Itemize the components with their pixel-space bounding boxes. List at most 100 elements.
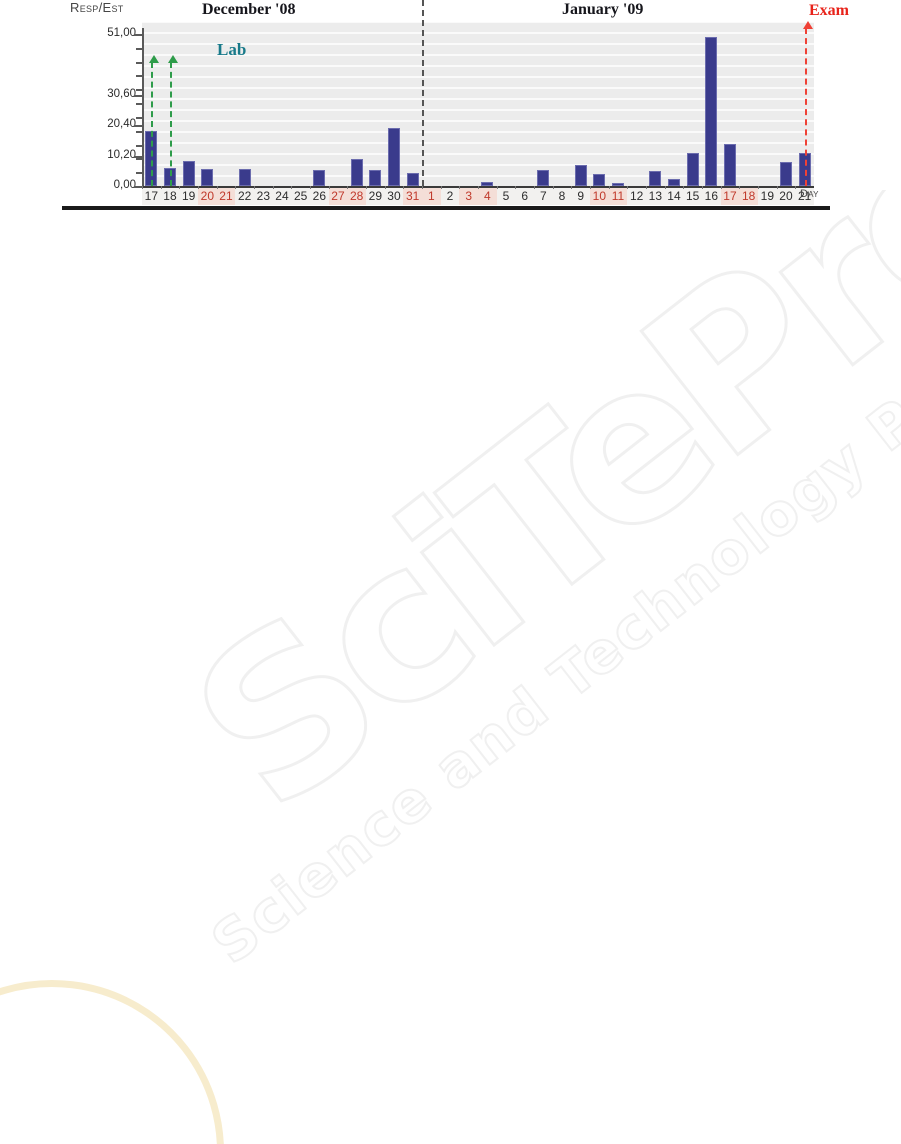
x-axis-tick bbox=[384, 186, 386, 189]
y-axis-major-tick bbox=[134, 155, 143, 158]
x-axis-day-label: 25 bbox=[293, 189, 308, 203]
bar bbox=[667, 178, 681, 186]
chart-bottom-rule bbox=[62, 206, 830, 210]
x-axis-tick bbox=[496, 186, 498, 189]
x-axis-tick bbox=[328, 186, 330, 189]
x-axis-tick bbox=[702, 186, 703, 189]
x-axis-day-label: 20 bbox=[198, 188, 217, 205]
annotation-arrow-head bbox=[149, 55, 160, 63]
y-axis-major-tick bbox=[134, 94, 143, 97]
y-axis-minor-tick bbox=[136, 116, 143, 119]
x-axis-tick bbox=[720, 186, 722, 189]
x-axis-day-strip: 17 18 19 20 21 22 23 24 25 26 27 28 29 30 31 1 2 3 4 5 6 7 8 9 1… bbox=[142, 188, 814, 205]
x-axis-tick bbox=[254, 186, 255, 189]
bar bbox=[387, 127, 401, 186]
x-axis-day-label: 15 bbox=[685, 189, 700, 203]
x-axis-tick bbox=[291, 186, 293, 189]
exam-annotation-label: Exam bbox=[809, 2, 849, 19]
x-axis-day-label: 4 bbox=[478, 188, 497, 205]
bar bbox=[779, 162, 793, 186]
x-axis-day-label: 16 bbox=[704, 189, 718, 203]
y-axis-tick-label: 20,40 bbox=[107, 118, 136, 131]
x-axis-day-label: 27 bbox=[328, 188, 348, 205]
x-axis-day-label: 10 bbox=[590, 188, 609, 205]
bar bbox=[182, 161, 195, 186]
watermark-main-text: SciTePress bbox=[149, 190, 901, 859]
x-axis-day-label: 6 bbox=[521, 189, 528, 203]
y-axis-major-tick bbox=[134, 34, 143, 36]
y-axis-minor-tick bbox=[136, 172, 143, 175]
bar bbox=[201, 169, 214, 186]
x-axis-day-label: 7 bbox=[539, 189, 547, 203]
watermark-ellipse bbox=[0, 910, 294, 1144]
x-axis-day-label: 8 bbox=[558, 189, 566, 203]
annotation-arrow-head bbox=[168, 55, 178, 63]
annotation-arrow-head bbox=[802, 21, 813, 29]
y-axis-minor-tick bbox=[136, 158, 143, 161]
y-axis-minor-tick bbox=[136, 130, 143, 133]
x-axis-tick bbox=[478, 186, 479, 189]
x-axis-tick bbox=[142, 186, 143, 189]
december-panel-header: December '08 bbox=[202, 1, 296, 18]
x-axis-day-label: 30 bbox=[387, 189, 401, 203]
bar bbox=[686, 153, 699, 186]
y-axis-title: Resp/Est bbox=[70, 0, 124, 15]
x-axis-tick bbox=[403, 186, 405, 189]
bar bbox=[350, 159, 363, 186]
x-axis-day-label: 18 bbox=[163, 189, 177, 203]
x-axis-tick bbox=[160, 186, 162, 189]
bar bbox=[537, 169, 550, 186]
y-axis-minor-tick bbox=[136, 89, 143, 92]
y-axis-tick-label: 30,60 bbox=[107, 87, 136, 100]
y-axis-tick-label: 51,00 bbox=[107, 27, 136, 39]
bar bbox=[369, 169, 382, 186]
annotation-arrow bbox=[149, 55, 160, 186]
x-axis-tick bbox=[646, 186, 647, 189]
x-axis-tick bbox=[552, 186, 554, 189]
x-axis-tick bbox=[515, 186, 517, 189]
y-axis-tick-labels: 0,00 10,20 20,40 30,60 51,00 bbox=[84, 0, 136, 200]
y-axis-tick-label: 10,20 bbox=[107, 148, 136, 161]
x-axis-day-label: 3 bbox=[459, 188, 478, 205]
bar bbox=[723, 144, 737, 186]
x-axis-day-label: 26 bbox=[312, 189, 326, 203]
x-axis-tick bbox=[534, 186, 535, 189]
x-axis-tick bbox=[198, 186, 199, 189]
x-axis-tick bbox=[235, 186, 237, 189]
x-axis-tick bbox=[272, 186, 274, 189]
x-axis-tick bbox=[795, 186, 797, 189]
y-axis-tick-label: 0,00 bbox=[113, 179, 136, 191]
bar bbox=[406, 172, 419, 186]
x-axis-day-label: 28 bbox=[347, 188, 366, 205]
x-axis-day-label: 20 bbox=[779, 189, 793, 203]
bar bbox=[238, 169, 251, 186]
bar bbox=[313, 169, 326, 186]
x-axis-tick bbox=[459, 186, 461, 189]
y-axis-minor-tick bbox=[136, 61, 143, 64]
x-axis-day-label: 23 bbox=[256, 189, 270, 203]
x-axis-tick bbox=[739, 186, 741, 189]
watermark: SciTePress Science and Technology Public… bbox=[0, 190, 901, 1144]
x-axis-tick bbox=[664, 186, 666, 189]
y-axis-major-tick bbox=[134, 125, 143, 128]
x-axis-tick bbox=[571, 186, 573, 189]
x-axis-day-label: 31 bbox=[403, 188, 422, 205]
annotation-arrow bbox=[168, 55, 178, 186]
x-axis-tick bbox=[216, 186, 218, 189]
x-axis-day-label: 12 bbox=[629, 189, 644, 203]
x-axis-day-label: 21 bbox=[216, 188, 236, 205]
x-axis-day-label: 11 bbox=[608, 188, 628, 205]
bar-chart: Resp/Est December '08 January '09 0,00 10… bbox=[62, 0, 849, 212]
bar bbox=[649, 171, 662, 186]
x-axis-day-label: 2 bbox=[446, 189, 454, 203]
y-axis-minor-tick bbox=[136, 103, 143, 106]
x-axis-day-label: 1 bbox=[422, 188, 441, 205]
x-axis-day-label: 14 bbox=[667, 189, 681, 203]
x-axis-tick bbox=[590, 186, 591, 189]
x-axis-day-label: 29 bbox=[368, 189, 382, 203]
x-axis-title: Day bbox=[800, 188, 819, 200]
lab-annotation-label: Lab bbox=[217, 40, 247, 59]
bar bbox=[611, 183, 625, 186]
x-axis-tick bbox=[347, 186, 349, 189]
annotation-arrow bbox=[802, 21, 813, 186]
